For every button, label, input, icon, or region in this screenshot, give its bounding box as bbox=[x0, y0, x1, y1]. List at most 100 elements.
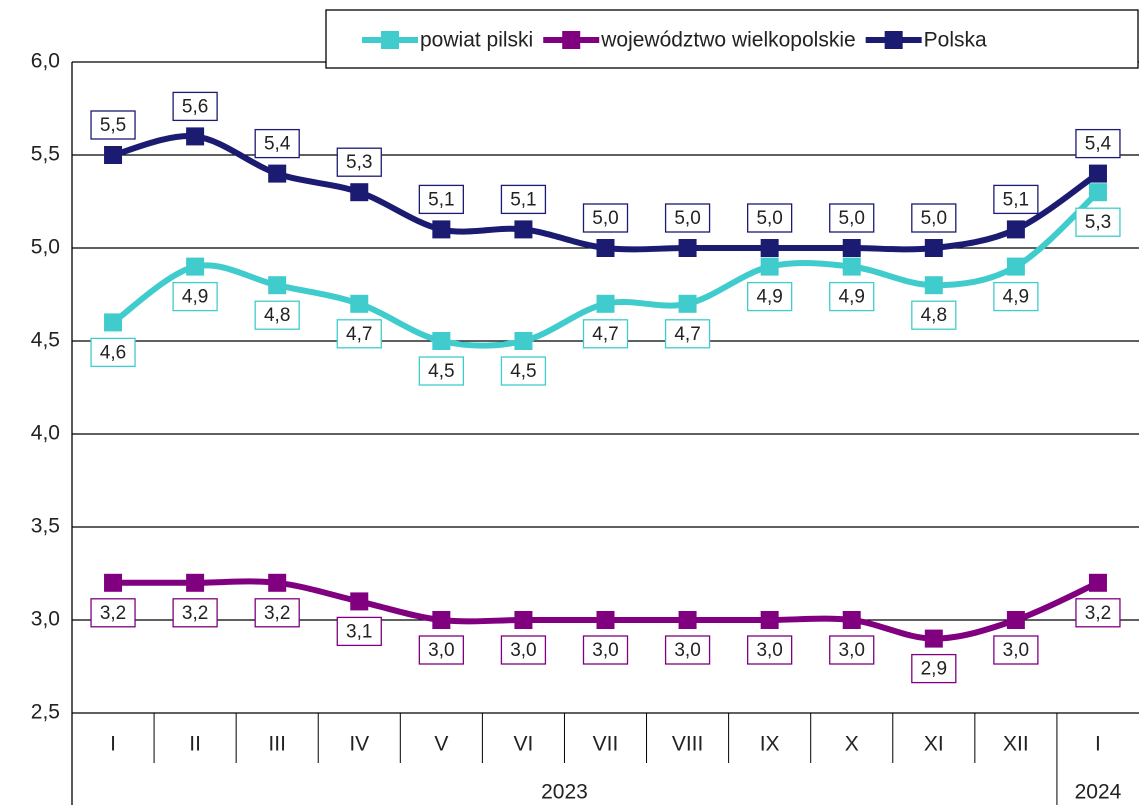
value-label-box bbox=[254, 300, 300, 330]
value-label: 3,0 bbox=[428, 640, 454, 661]
marker bbox=[1088, 183, 1107, 202]
y-tick-label: 4,5 bbox=[31, 329, 60, 352]
marker bbox=[432, 220, 451, 239]
marker bbox=[760, 611, 779, 629]
value-label-box bbox=[911, 300, 957, 330]
value-label-box bbox=[90, 598, 136, 628]
marker bbox=[1006, 220, 1025, 239]
value-label: 3,1 bbox=[346, 621, 372, 642]
value-label-box bbox=[993, 281, 1039, 312]
value-label: 5,0 bbox=[674, 208, 700, 229]
y-tick-label: 4,0 bbox=[31, 422, 60, 445]
value-label: 4,7 bbox=[346, 324, 372, 345]
marker bbox=[596, 294, 615, 313]
value-label: 4,8 bbox=[264, 305, 290, 326]
marker bbox=[186, 127, 205, 146]
marker bbox=[350, 183, 369, 202]
value-label-box bbox=[582, 635, 629, 665]
legend-marker bbox=[562, 31, 581, 49]
legend-marker bbox=[884, 31, 903, 49]
marker bbox=[678, 239, 697, 257]
value-label-box bbox=[664, 319, 711, 349]
x-tick-label: VII bbox=[593, 733, 619, 756]
marker bbox=[1006, 611, 1025, 629]
marker bbox=[924, 629, 943, 648]
value-label-box bbox=[829, 281, 875, 312]
legend-label: województwo wielkopolskie bbox=[600, 29, 855, 52]
value-label-box bbox=[829, 635, 875, 665]
value-label: 4,7 bbox=[592, 324, 618, 345]
value-label: 5,1 bbox=[1003, 189, 1029, 210]
value-label-box bbox=[582, 203, 629, 233]
marker bbox=[350, 592, 369, 611]
value-label: 5,0 bbox=[921, 208, 947, 229]
value-label-box bbox=[500, 356, 547, 386]
legend: powiat pilski województwo wielkopolskie Po… bbox=[325, 9, 1139, 69]
marker bbox=[432, 332, 451, 350]
marker bbox=[268, 573, 287, 592]
value-label: 4,9 bbox=[182, 287, 208, 308]
x-tick-label: IX bbox=[760, 733, 780, 756]
value-label: 4,5 bbox=[428, 361, 454, 382]
marker bbox=[268, 164, 287, 183]
value-label: 4,7 bbox=[674, 324, 700, 345]
value-label: 4,9 bbox=[839, 287, 865, 308]
year-label: 2024 bbox=[1075, 781, 1122, 804]
value-label: 5,6 bbox=[182, 96, 208, 117]
x-tick-label: III bbox=[268, 733, 286, 756]
value-label: 5,5 bbox=[100, 115, 126, 136]
value-label: 5,0 bbox=[592, 208, 618, 229]
marker bbox=[842, 257, 861, 276]
value-label-box bbox=[747, 203, 793, 233]
x-tick-label: IV bbox=[349, 733, 369, 756]
value-label: 5,0 bbox=[839, 208, 865, 229]
value-label: 3,0 bbox=[510, 640, 536, 661]
marker bbox=[186, 257, 205, 276]
value-label-box bbox=[829, 203, 875, 233]
value-label-box bbox=[90, 110, 136, 140]
marker bbox=[924, 276, 943, 295]
marker bbox=[842, 239, 861, 257]
value-label-box bbox=[500, 184, 547, 215]
marker bbox=[596, 611, 615, 629]
value-label-box bbox=[993, 635, 1039, 665]
y-tick-label: 5,0 bbox=[31, 236, 60, 259]
x-tick-label: I bbox=[1095, 733, 1101, 756]
x-tick-label: II bbox=[189, 733, 201, 756]
value-label-box bbox=[418, 356, 464, 386]
value-label: 5,0 bbox=[756, 208, 782, 229]
value-label: 4,6 bbox=[100, 342, 126, 363]
value-label-box bbox=[254, 598, 300, 628]
value-label-box bbox=[911, 203, 957, 233]
y-tick-label: 3,0 bbox=[31, 608, 60, 631]
legend-label: powiat pilski bbox=[420, 29, 533, 52]
marker bbox=[760, 257, 779, 276]
value-label-box bbox=[1075, 598, 1121, 628]
y-tick-label: 5,5 bbox=[31, 143, 60, 166]
marker bbox=[432, 611, 451, 629]
value-label: 5,1 bbox=[428, 189, 454, 210]
value-label-box bbox=[1075, 207, 1121, 237]
value-label-box bbox=[747, 281, 793, 312]
x-tick-label: VI bbox=[514, 733, 534, 756]
value-label-box bbox=[911, 653, 957, 684]
value-label-box bbox=[336, 616, 382, 647]
value-label: 5,4 bbox=[264, 134, 291, 155]
x-tick-label: X bbox=[845, 733, 859, 756]
value-label-box bbox=[418, 635, 464, 665]
value-label: 3,0 bbox=[592, 640, 618, 661]
value-label-box bbox=[254, 128, 300, 159]
y-tick-label: 6,0 bbox=[31, 50, 60, 73]
legend-label: Polska bbox=[924, 29, 987, 52]
marker bbox=[1088, 164, 1107, 183]
marker bbox=[514, 611, 533, 629]
value-label-box bbox=[582, 319, 629, 349]
legend-marker bbox=[381, 31, 399, 49]
marker bbox=[760, 239, 779, 257]
x-tick-label: VIII bbox=[672, 733, 704, 756]
value-label: 3,0 bbox=[756, 640, 782, 661]
marker bbox=[842, 611, 861, 629]
value-label: 2,9 bbox=[921, 659, 947, 680]
value-label-box bbox=[664, 203, 711, 233]
marker bbox=[678, 611, 697, 629]
